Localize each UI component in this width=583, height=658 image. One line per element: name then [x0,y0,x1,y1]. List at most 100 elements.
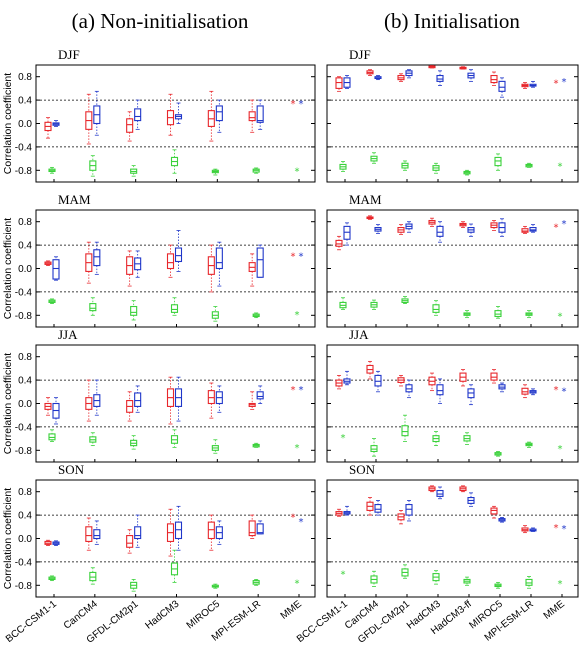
y-tick-label: 0.8 [18,217,32,228]
mme-marker: * [295,310,300,321]
mme-marker: * [562,219,567,230]
mme-marker: * [341,570,346,581]
y-tick-label: 0.8 [18,72,32,83]
mme-marker: * [295,578,300,589]
box-red [491,373,497,380]
mme-marker: * [558,444,563,455]
mme-marker: * [562,524,567,535]
panel-b-son: SON* ***BCC-CSM1-1CanCM4GFDL-CM2p1HadCM3H… [295,462,578,646]
mme-marker: * [295,166,300,177]
x-tick-label: HadCM3 [143,598,181,631]
box-blue [216,248,222,268]
y-tick-label: 0.4 [18,376,32,387]
box-blue [135,527,141,539]
y-tick-label: 0.8 [18,487,32,498]
box-blue [406,385,412,392]
y-tick-label: 0.0 [18,399,32,410]
mme-marker: * [554,222,559,233]
box-green [90,304,96,311]
box-green [495,157,501,165]
box-green [131,307,137,316]
box-red [127,536,133,548]
panel-frame [327,65,578,182]
y-tick-label: 0.0 [18,534,32,545]
season-label: JJA [58,327,78,342]
mme-marker: * [299,385,304,396]
box-red [86,527,92,542]
box-red [522,388,528,394]
mme-marker: * [291,385,296,396]
y-tick-label: -0.4 [15,557,33,568]
box-blue [375,505,381,513]
mme-marker: * [558,579,563,590]
box-blue [257,248,263,277]
box-red [208,522,214,538]
box-blue [94,250,100,266]
box-blue [437,385,443,395]
x-tick-label: MIROC5 [185,598,223,631]
mme-marker: * [291,512,296,523]
box-red [249,112,255,121]
mme-marker: * [554,523,559,534]
box-green [371,446,377,452]
box-blue [94,530,100,539]
y-tick-label: -0.8 [15,446,33,457]
box-blue [216,106,222,121]
y-axis-label: Correlation coefficient [2,353,14,454]
y-tick-label: 0.0 [18,264,32,275]
box-blue [257,106,263,122]
x-tick-label: MME [279,599,304,622]
x-tick-label: BCC-CSM1-1 [4,598,59,645]
mme-marker: * [562,77,567,88]
y-axis-label: Correlation coefficient [2,73,14,174]
box-blue [53,260,59,279]
box-red [168,254,174,269]
y-tick-label: -0.4 [15,422,33,433]
column-title-non-initialisation: (a) Non-initialisation [72,9,249,33]
panel-b-jja: JJA* *** [327,327,578,462]
box-red [127,119,133,132]
box-red [208,391,214,404]
x-tick-label: MME [542,599,567,622]
mme-marker: * [299,99,304,110]
mme-marker: * [299,517,304,528]
x-tick-label: CanCM4 [62,598,100,631]
box-green [49,434,55,440]
season-label: JJA [349,327,369,342]
season-label: SON [58,462,85,477]
box-red [336,78,342,89]
box-blue [437,491,443,497]
mme-marker: * [295,443,300,454]
panel-b-djf: DJF* ** [327,47,578,182]
column-title-initialisation: (b) Initialisation [384,9,520,33]
box-blue [375,375,381,386]
mme-marker: * [291,252,296,263]
box-blue [437,226,443,236]
mme-marker: * [558,162,563,173]
y-tick-label: 0.4 [18,241,32,252]
box-blue [344,226,350,239]
box-red [522,229,528,233]
box-blue [176,522,182,538]
box-blue [176,248,182,261]
y-axis-label: Correlation coefficient [2,218,14,319]
y-tick-label: 0.8 [18,352,32,363]
mme-marker: * [558,311,563,322]
box-green [433,305,439,313]
season-label: DJF [58,47,80,62]
y-tick-label: 0.4 [18,511,32,522]
season-label: MAM [349,192,382,207]
mme-marker: * [291,99,296,110]
panel-b-mam: MAM* ** [327,192,578,327]
y-tick-label: 0.4 [18,96,32,107]
season-label: DJF [349,47,371,62]
mme-marker: * [562,387,567,398]
box-green [402,426,408,436]
box-red [249,521,255,536]
y-tick-label: -0.8 [15,311,33,322]
